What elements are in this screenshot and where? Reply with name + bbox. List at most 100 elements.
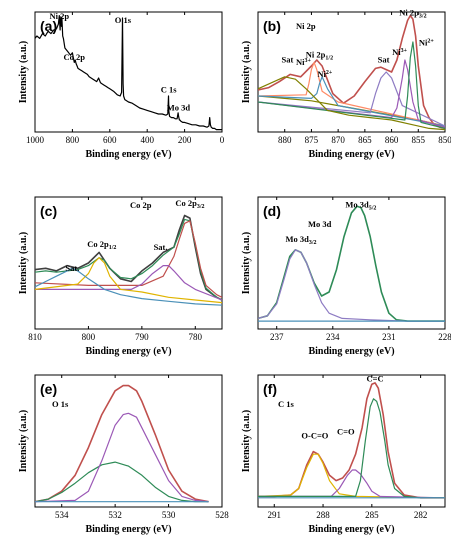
x-tick-label: 1000 — [26, 135, 45, 145]
x-tick-label: 228 — [438, 332, 451, 342]
panel-letter: (c) — [40, 203, 57, 219]
panel-1: 1000 800 600 400 200 0 Binding energy (eV) Inte… — [18, 11, 225, 160]
peak-annotation: Ni 2p — [50, 11, 70, 21]
plot-frame — [34, 11, 223, 133]
x-tick-label: 285 — [365, 510, 379, 520]
series-line-2 — [258, 453, 445, 499]
panel-title: O 1s — [52, 399, 69, 409]
series-line-1 — [35, 384, 209, 503]
peak-annotation: Sat. — [154, 242, 168, 252]
x-tick-label: 810 — [28, 332, 42, 342]
panel-letter: (a) — [40, 18, 57, 34]
x-axis-label: Binding energy (eV) — [308, 524, 394, 535]
x-tick-label: 780 — [189, 332, 203, 342]
x-axis-label: Binding energy (eV) — [308, 346, 394, 357]
panel-2: 880 875 870 865 860 855 850 Binding energy (eV)… — [241, 8, 451, 160]
y-axis-label: Intensity (a.u.) — [18, 410, 29, 473]
peak-annotation: Mo 3d — [167, 102, 191, 112]
series-line-3 — [258, 469, 445, 499]
series-line-7 — [258, 41, 445, 129]
x-tick-label: 291 — [268, 510, 282, 520]
x-tick-label: 200 — [178, 135, 192, 145]
series-line-2 — [35, 461, 209, 503]
panel-4: 237 234 231 228 Binding energy (eV) Intensity… — [241, 196, 451, 357]
series-line-8 — [258, 76, 445, 131]
series-line-6 — [258, 59, 445, 128]
panel-5: 534 532 530 528 Binding energy (eV) Intensity… — [18, 374, 229, 535]
series-line-3 — [35, 220, 222, 298]
x-tick-label: 0 — [220, 135, 225, 145]
peak-annotation: C=C — [367, 374, 384, 384]
series-line-1 — [35, 15, 222, 131]
x-tick-label: 860 — [385, 135, 399, 145]
x-tick-label: 790 — [135, 332, 149, 342]
series-line-2 — [258, 249, 445, 322]
panel-letter: (f) — [263, 381, 277, 397]
x-tick-label: 865 — [358, 135, 372, 145]
peak-annotation: Ni3+ — [392, 47, 408, 57]
x-tick-label: 870 — [331, 135, 345, 145]
peak-annotation: Sat — [281, 54, 293, 64]
plot-frame — [257, 196, 446, 330]
x-tick-label: 231 — [382, 332, 396, 342]
peak-annotation: Co 2p3/2 — [175, 198, 204, 210]
series-line-1 — [35, 214, 222, 301]
plot-frame — [257, 11, 446, 133]
series-group — [35, 15, 222, 131]
peak-annotation: Ni2+ — [317, 69, 333, 79]
panel-letter: (e) — [40, 381, 57, 397]
panel-letter: (b) — [263, 18, 281, 34]
peak-annotation: C 1s — [161, 84, 178, 94]
peak-annotation: Mo 3d3/2 — [285, 234, 316, 246]
peak-annotation: O-C=O — [301, 430, 328, 440]
y-axis-label: Intensity (a.u.) — [18, 41, 29, 104]
x-tick-label: 880 — [278, 135, 292, 145]
plot-frame — [34, 374, 223, 508]
series-line-3 — [258, 61, 445, 127]
panel-title: Co 2p — [130, 200, 152, 210]
peak-annotation: Ni 2p3/2 — [399, 8, 426, 20]
series-line-4 — [258, 398, 445, 499]
series-line-1 — [258, 14, 445, 130]
y-axis-label: Intensity (a.u.) — [18, 232, 29, 295]
x-tick-label: 528 — [215, 510, 229, 520]
panel-6: 291 288 285 282 Binding energy (eV) Intensity… — [241, 374, 446, 535]
x-axis-label: Binding energy (eV) — [85, 524, 171, 535]
peak-annotation: Ni2+ — [419, 38, 435, 48]
y-axis-label: Intensity (a.u.) — [241, 232, 252, 295]
panel-title: Mo 3d — [308, 219, 332, 229]
x-tick-label: 800 — [66, 135, 80, 145]
series-group — [258, 14, 445, 131]
peak-annotation: Mo 3d5/2 — [345, 200, 376, 212]
peak-annotation: Sat. — [65, 263, 79, 273]
x-tick-label: 855 — [412, 135, 426, 145]
panel-letter: (d) — [263, 203, 281, 219]
x-axis-label: Binding energy (eV) — [308, 149, 394, 160]
x-tick-label: 400 — [140, 135, 154, 145]
series-line-6 — [35, 267, 222, 306]
x-tick-label: 800 — [82, 332, 96, 342]
peak-annotation: C=O — [337, 426, 355, 436]
x-tick-label: 288 — [316, 510, 330, 520]
panel-title: C 1s — [278, 399, 295, 409]
series-line-1 — [258, 205, 445, 322]
series-group — [258, 382, 445, 499]
x-tick-label: 532 — [108, 510, 122, 520]
series-line-4 — [258, 76, 445, 127]
series-group — [258, 205, 445, 322]
y-axis-label: Intensity (a.u.) — [241, 41, 252, 104]
peak-annotation: Sat — [378, 54, 390, 64]
series-group — [35, 214, 222, 306]
series-line-1 — [258, 382, 445, 499]
series-line-5 — [35, 257, 222, 304]
x-axis-label: Binding energy (eV) — [85, 149, 171, 160]
x-tick-label: 850 — [438, 135, 451, 145]
peak-annotation: Co 2p — [64, 52, 86, 62]
panel-3: 810 800 790 780 Binding energy (eV) Intensity… — [18, 196, 223, 357]
x-tick-label: 875 — [305, 135, 319, 145]
peak-annotation: O 1s — [115, 15, 132, 25]
x-tick-label: 534 — [55, 510, 69, 520]
series-group — [35, 384, 209, 503]
x-tick-label: 600 — [103, 135, 117, 145]
